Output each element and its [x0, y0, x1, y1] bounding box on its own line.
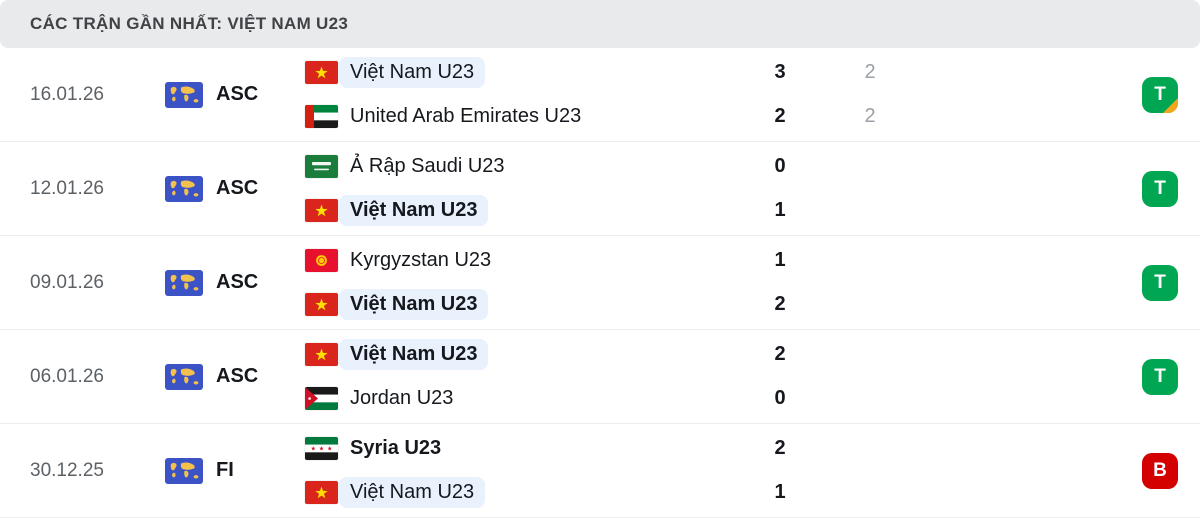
kyrgyzstan-flag-icon	[305, 249, 338, 272]
world-map-icon	[165, 81, 203, 108]
syria-flag-icon	[305, 437, 338, 460]
match-row[interactable]: 16.01.26 ASC Việt Nam U23 3 2 United Ara	[0, 48, 1200, 142]
widget-header: CÁC TRẬN GẦN NHẤT: VIỆT NAM U23	[0, 0, 1200, 48]
competition-label: ASC	[216, 83, 259, 105]
home-team-name: Việt Nam U23	[339, 339, 489, 370]
world-map-icon	[165, 269, 203, 296]
away-team-score: 1	[774, 481, 786, 503]
widget-title: CÁC TRẬN GẦN NHẤT: VIỆT NAM U23	[30, 14, 349, 33]
vietnam-flag-icon	[305, 199, 338, 222]
match-row[interactable]: 30.12.25 FI Syria U23 2 Việt Nam U23	[0, 424, 1200, 518]
result-badge[interactable]: T	[1142, 76, 1178, 113]
teams-cell: Việt Nam U23 3 2 United Arab Emirates U2…	[305, 54, 1120, 135]
competition-cell: ASC	[165, 81, 305, 108]
away-team-line: Jordan U23 0	[305, 380, 1120, 417]
away-team-regulation-score: 2	[864, 105, 876, 127]
teams-cell: Syria U23 2 Việt Nam U23 1	[305, 430, 1120, 511]
penalty-win-corner-icon	[1163, 97, 1178, 113]
result-badge[interactable]: T	[1142, 358, 1178, 395]
match-row[interactable]: 12.01.26 ASC Ả Rập Saudi U23 0 Việt Nam	[0, 142, 1200, 236]
away-team-line: Việt Nam U23 1	[305, 474, 1120, 511]
match-date: 06.01.26	[30, 365, 104, 387]
competition-label: ASC	[216, 271, 259, 293]
world-map-icon	[165, 175, 203, 202]
vietnam-flag-icon	[305, 61, 338, 84]
world-map-icon	[165, 363, 203, 390]
competition-cell: ASC	[165, 363, 305, 390]
world-map-icon	[165, 457, 203, 484]
home-team-score: 0	[774, 155, 786, 177]
away-team-name: Việt Nam U23	[339, 289, 489, 320]
home-team-line: Ả Rập Saudi U23 0	[305, 148, 1120, 185]
uae-flag-icon	[305, 105, 338, 128]
away-team-score: 1	[774, 199, 786, 221]
competition-label: ASC	[216, 177, 259, 199]
away-team-line: United Arab Emirates U23 2 2	[305, 98, 1120, 135]
home-team-line: Việt Nam U23 2	[305, 336, 1120, 373]
result-letter: B	[1153, 459, 1167, 481]
away-team-name: Việt Nam U23	[339, 195, 489, 226]
jordan-flag-icon	[305, 387, 338, 410]
competition-label: FI	[216, 459, 234, 481]
result-letter: T	[1154, 83, 1166, 105]
teams-cell: Kyrgyzstan U23 1 Việt Nam U23 2	[305, 242, 1120, 323]
away-team-score: 2	[774, 105, 786, 127]
match-date: 30.12.25	[30, 459, 104, 481]
result-letter: T	[1154, 365, 1166, 387]
match-date: 16.01.26	[30, 83, 104, 105]
home-team-name: Việt Nam U23	[339, 57, 486, 88]
result-badge[interactable]: T	[1142, 264, 1178, 301]
match-date: 09.01.26	[30, 271, 104, 293]
vietnam-flag-icon	[305, 343, 338, 366]
result-badge[interactable]: T	[1142, 170, 1178, 207]
teams-cell: Việt Nam U23 2 Jordan U23 0	[305, 336, 1120, 417]
away-team-name: Jordan U23	[350, 387, 454, 409]
match-row[interactable]: 06.01.26 ASC Việt Nam U23 2 Jordan U23	[0, 330, 1200, 424]
home-team-score: 1	[774, 249, 786, 271]
home-team-line: Syria U23 2	[305, 430, 1120, 467]
vietnam-flag-icon	[305, 293, 338, 316]
competition-cell: FI	[165, 457, 305, 484]
home-team-line: Việt Nam U23 3 2	[305, 54, 1120, 91]
match-row[interactable]: 09.01.26 ASC Kyrgyzstan U23 1 Việt Nam	[0, 236, 1200, 330]
home-team-name: Kyrgyzstan U23	[350, 249, 492, 271]
home-team-score: 2	[774, 343, 786, 365]
vietnam-flag-icon	[305, 481, 338, 504]
saudi-arabia-flag-icon	[305, 155, 338, 178]
away-team-line: Việt Nam U23 2	[305, 286, 1120, 323]
result-badge[interactable]: B	[1142, 452, 1178, 489]
away-team-score: 0	[774, 387, 786, 409]
competition-cell: ASC	[165, 269, 305, 296]
away-team-name: United Arab Emirates U23	[350, 105, 582, 127]
away-team-name: Việt Nam U23	[339, 477, 486, 508]
matches-list: 16.01.26 ASC Việt Nam U23 3 2 United Ara	[0, 48, 1200, 518]
home-team-regulation-score: 2	[864, 61, 876, 83]
result-letter: T	[1154, 177, 1166, 199]
home-team-score: 3	[774, 61, 786, 83]
match-date: 12.01.26	[30, 177, 104, 199]
competition-label: ASC	[216, 365, 259, 387]
home-team-score: 2	[774, 437, 786, 459]
home-team-name: Ả Rập Saudi U23	[350, 155, 505, 177]
away-team-line: Việt Nam U23 1	[305, 192, 1120, 229]
home-team-name: Syria U23	[350, 437, 442, 459]
home-team-line: Kyrgyzstan U23 1	[305, 242, 1120, 279]
away-team-score: 2	[774, 293, 786, 315]
teams-cell: Ả Rập Saudi U23 0 Việt Nam U23 1	[305, 148, 1120, 229]
result-letter: T	[1154, 271, 1166, 293]
competition-cell: ASC	[165, 175, 305, 202]
